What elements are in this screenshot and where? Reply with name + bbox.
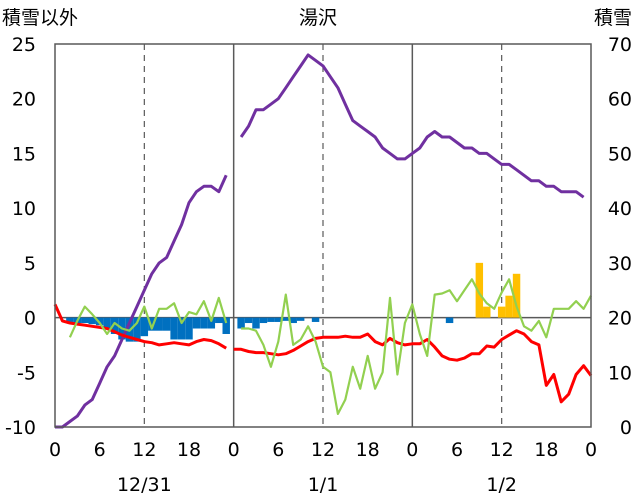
- bar: [282, 317, 290, 321]
- bar: [177, 317, 186, 340]
- right-tick-label: 70: [608, 34, 632, 56]
- bar: [289, 317, 297, 324]
- chart-title: 湯沢: [299, 7, 337, 29]
- bar: [259, 317, 268, 324]
- x-tick-label: 6: [451, 439, 463, 461]
- bar: [483, 306, 491, 318]
- x-tick-label: 18: [534, 439, 558, 461]
- x-tick-label: 6: [94, 439, 106, 461]
- bar-layer: [66, 262, 521, 342]
- bar: [252, 317, 260, 329]
- x-tick-label: 12: [490, 439, 514, 461]
- right-tick-label: 50: [608, 143, 632, 165]
- x-tick-label: 12: [311, 439, 335, 461]
- bar: [237, 317, 245, 329]
- bar: [66, 317, 74, 322]
- right-tick-label: 0: [620, 417, 632, 439]
- bar: [475, 262, 484, 318]
- bar: [81, 317, 89, 324]
- date-label: 12/31: [117, 474, 172, 496]
- bar: [148, 317, 156, 331]
- bar: [185, 317, 193, 340]
- x-tick-label: 0: [228, 439, 240, 461]
- bar: [200, 317, 208, 329]
- right-tick-label: 20: [608, 308, 632, 330]
- left-tick-label: 0: [24, 308, 36, 330]
- right-tick-label: 10: [608, 362, 632, 384]
- series-line: [239, 53, 585, 199]
- left-tick-label: -10: [5, 417, 36, 439]
- left-tick-label: 20: [12, 89, 36, 111]
- bar: [267, 317, 275, 322]
- bar: [192, 317, 201, 329]
- grid-layer: [55, 44, 591, 427]
- x-tick-label: 6: [272, 439, 284, 461]
- line-layer: [53, 53, 593, 429]
- right-tick-label: 30: [608, 253, 632, 275]
- plot-frame: [54, 43, 592, 428]
- series-line: [68, 296, 228, 338]
- date-label: 1/2: [486, 474, 517, 496]
- bar: [162, 317, 171, 331]
- bar: [110, 317, 119, 334]
- x-tick-label: 0: [49, 439, 61, 461]
- left-tick-label: 25: [12, 34, 36, 56]
- bar: [296, 317, 305, 321]
- bar: [88, 317, 96, 325]
- bar: [215, 317, 223, 324]
- bar: [311, 317, 320, 322]
- left-tick-label: 10: [12, 198, 36, 220]
- bar: [445, 317, 454, 324]
- series-line: [241, 278, 592, 415]
- x-tick-label: 0: [406, 439, 418, 461]
- right-axis-title: 積雪: [594, 7, 632, 29]
- bar: [222, 317, 230, 334]
- left-axis-title: 積雪以外: [2, 7, 78, 29]
- x-tick-label: 12: [132, 439, 156, 461]
- x-tick-label: 18: [177, 439, 201, 461]
- x-tick-label: 18: [356, 439, 380, 461]
- left-tick-label: 15: [12, 143, 36, 165]
- series-line: [233, 329, 593, 404]
- series-line: [53, 303, 227, 350]
- x-tick-label: 0: [585, 439, 597, 461]
- left-tick-label: 5: [24, 253, 36, 275]
- bar: [274, 317, 283, 322]
- bar: [170, 317, 178, 340]
- bar: [244, 317, 253, 324]
- bar: [133, 317, 141, 342]
- bar: [140, 317, 149, 337]
- right-tick-label: 60: [608, 89, 632, 111]
- bar: [497, 306, 506, 318]
- left-tick-label: -5: [17, 362, 36, 384]
- date-label: 1/1: [308, 474, 339, 496]
- bar: [505, 295, 513, 318]
- bar: [155, 317, 163, 331]
- series-line: [55, 174, 228, 429]
- bar: [512, 273, 521, 318]
- bar: [207, 317, 216, 329]
- right-tick-label: 40: [608, 198, 632, 220]
- bar: [103, 317, 111, 329]
